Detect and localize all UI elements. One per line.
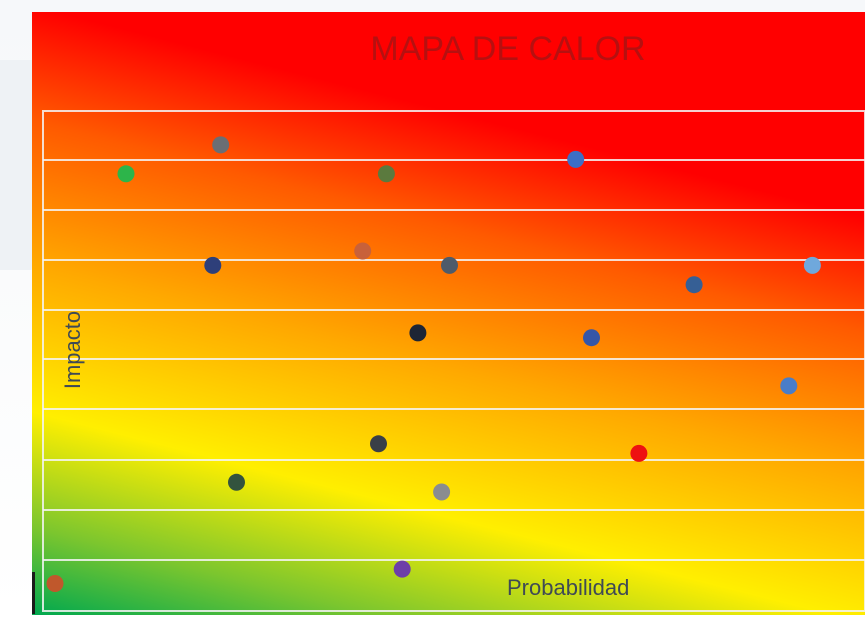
- data-points: [46, 136, 821, 592]
- data-point-6: [354, 242, 372, 260]
- data-point-11: [441, 256, 458, 274]
- data-point-8: [409, 324, 427, 342]
- data-point-5: [228, 473, 245, 491]
- y-axis-label: Impacto: [60, 311, 85, 389]
- data-point-15: [630, 444, 648, 462]
- data-point-13: [567, 150, 585, 168]
- x-axis-label: Probabilidad: [507, 575, 629, 600]
- data-point-4: [204, 256, 222, 274]
- data-point-12: [433, 483, 451, 501]
- data-point-18: [803, 256, 821, 274]
- heat-map-chart: MAPA DE CALOR Impacto Probabilidad: [32, 12, 865, 615]
- data-point-1: [46, 575, 64, 592]
- grid-lines: [43, 159, 865, 561]
- heat-background: [32, 12, 865, 615]
- data-point-14: [583, 329, 600, 347]
- data-point-3: [212, 136, 230, 154]
- data-point-16: [685, 276, 703, 294]
- chart-title: MAPA DE CALOR: [370, 30, 645, 68]
- data-point-7: [377, 165, 395, 183]
- plot-frame: [42, 110, 865, 612]
- data-point-17: [780, 377, 798, 395]
- data-point-2: [117, 165, 135, 183]
- data-point-9: [370, 435, 387, 453]
- data-point-10: [393, 560, 411, 578]
- chart-svg: MAPA DE CALOR Impacto Probabilidad: [32, 12, 865, 615]
